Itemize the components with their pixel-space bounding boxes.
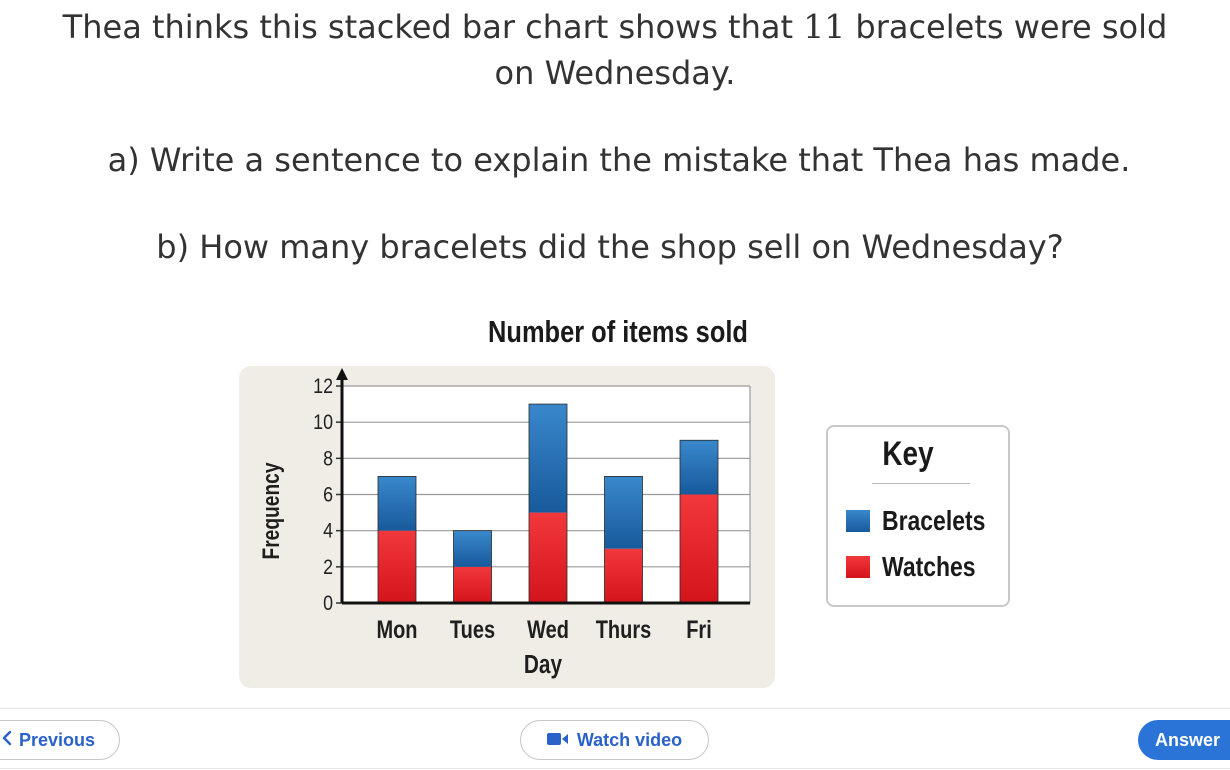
question-intro-text: Thea thinks this stacked bar chart shows… (62, 8, 804, 46)
question-intro-number: 11 (803, 7, 846, 46)
question-intro-text-end: bracelets were sold (845, 8, 1168, 46)
chart-title: Number of items sold (488, 314, 748, 349)
video-camera-icon (546, 730, 569, 751)
previous-label: Previous (19, 729, 96, 750)
x-axis-label: Day (524, 650, 562, 679)
question-intro: Thea thinks this stacked bar chart shows… (0, 4, 1230, 96)
y-tick-label: 8 (323, 447, 333, 471)
previous-button[interactable]: Previous (0, 720, 120, 760)
answer-label: Answer (1155, 729, 1221, 750)
answer-button[interactable]: Answer (1138, 720, 1230, 760)
key-swatch-bracelets (846, 510, 870, 532)
y-tick-label: 2 (323, 556, 333, 580)
y-axis-arrow (336, 368, 348, 380)
bar-watches (529, 512, 567, 603)
key-item-bracelets: Bracelets (846, 505, 1008, 536)
key-swatch-watches (846, 556, 870, 578)
bar-bracelets (453, 530, 492, 567)
key-label-bracelets: Bracelets (882, 505, 986, 536)
key-title: Key (882, 435, 934, 473)
question-part-a: a) Write a sentence to explain the mista… (107, 141, 1131, 179)
footer-divider (0, 708, 1230, 709)
x-tick-label: Tues (450, 616, 495, 644)
y-tick-label: 0 (323, 592, 333, 616)
bar-bracelets (529, 404, 567, 513)
bar-bracelets (604, 476, 643, 549)
stacked-bar-chart: 0 2 4 6 8 10 12 Mon Tues Wed Thurs Fri Day Frequency (257, 368, 751, 679)
watch-video-button[interactable]: Watch video (520, 720, 709, 760)
x-tick-label: Thurs (596, 616, 652, 644)
bar-watches (378, 530, 416, 603)
y-tick-label: 12 (313, 375, 333, 399)
y-tick-label: 6 (323, 483, 333, 507)
bar-watches (453, 566, 492, 603)
key-label-watches: Watches (882, 551, 976, 582)
watch-video-label: Watch video (576, 729, 683, 750)
bar-watches (680, 494, 718, 603)
y-tick-label: 10 (313, 411, 333, 435)
bar-bracelets (378, 476, 416, 531)
chevron-left-icon (1, 730, 13, 751)
question-intro-line1: Thea thinks this stacked bar chart shows… (0, 4, 1230, 50)
x-tick-label: Wed (527, 616, 569, 644)
bar-bracelets (680, 440, 718, 495)
key-item-watches: Watches (846, 551, 996, 582)
question-intro-line2: on Wednesday. (494, 54, 736, 92)
x-tick-label: Fri (686, 616, 712, 644)
y-tick-label: 4 (323, 519, 333, 543)
y-axis-label: Frequency (257, 462, 285, 559)
bar-watches (604, 548, 643, 603)
chart-key: Key Bracelets Watches (826, 425, 1010, 607)
question-part-b: b) How many bracelets did the shop sell … (156, 228, 1064, 266)
x-tick-label: Mon (376, 616, 417, 644)
key-divider (872, 483, 970, 484)
footer-bottom-divider (0, 768, 1230, 769)
